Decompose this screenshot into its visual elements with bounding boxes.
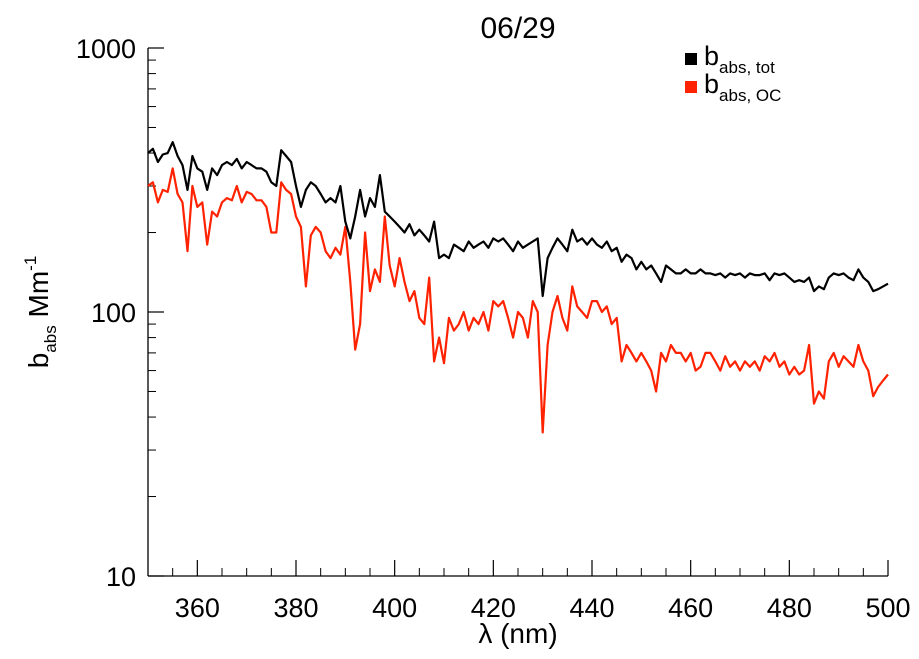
y-axis-label: babs Mm-1 <box>21 256 60 369</box>
x-tick-label-420: 420 <box>471 593 516 623</box>
x-tick-label-380: 380 <box>273 593 318 623</box>
legend-label-oc: babs, OC <box>704 69 781 105</box>
series-layer <box>147 141 889 434</box>
x-tick-label-460: 460 <box>668 593 713 623</box>
y-axis-label-unit: Mm <box>23 271 54 325</box>
y-tick-label-10: 10 <box>106 562 136 592</box>
x-tick-label-360: 360 <box>175 593 220 623</box>
y-axis-label-base: b <box>23 353 54 369</box>
y-axis-ticks: 10 100 1000 <box>76 34 164 592</box>
chart-title: 06/29 <box>480 12 555 45</box>
legend-swatch-tot <box>685 53 697 65</box>
legend-swatch-oc <box>685 81 697 93</box>
y-axis-label-sup: -1 <box>21 256 40 271</box>
legend-item-oc: babs, OC <box>685 69 781 105</box>
x-tick-label-440: 440 <box>569 593 614 623</box>
x-tick-label-500: 500 <box>865 593 910 623</box>
x-axis-ticks: 360 380 400 420 440 460 480 500 <box>175 560 911 623</box>
legend-label-tot: babs, tot <box>704 41 775 77</box>
series-line-0 <box>147 141 889 298</box>
minor-ticks <box>147 59 864 576</box>
x-tick-label-480: 480 <box>767 593 812 623</box>
y-tick-label-1000: 1000 <box>76 34 136 64</box>
y-axis-label-sub: abs <box>41 325 60 352</box>
x-axis-label: λ (nm) <box>478 618 557 649</box>
series-line-1 <box>147 167 889 434</box>
x-tick-label-400: 400 <box>372 593 417 623</box>
legend: babs, tot babs, OC <box>685 41 781 105</box>
y-tick-label-100: 100 <box>91 298 136 328</box>
legend-item-tot: babs, tot <box>685 41 775 77</box>
